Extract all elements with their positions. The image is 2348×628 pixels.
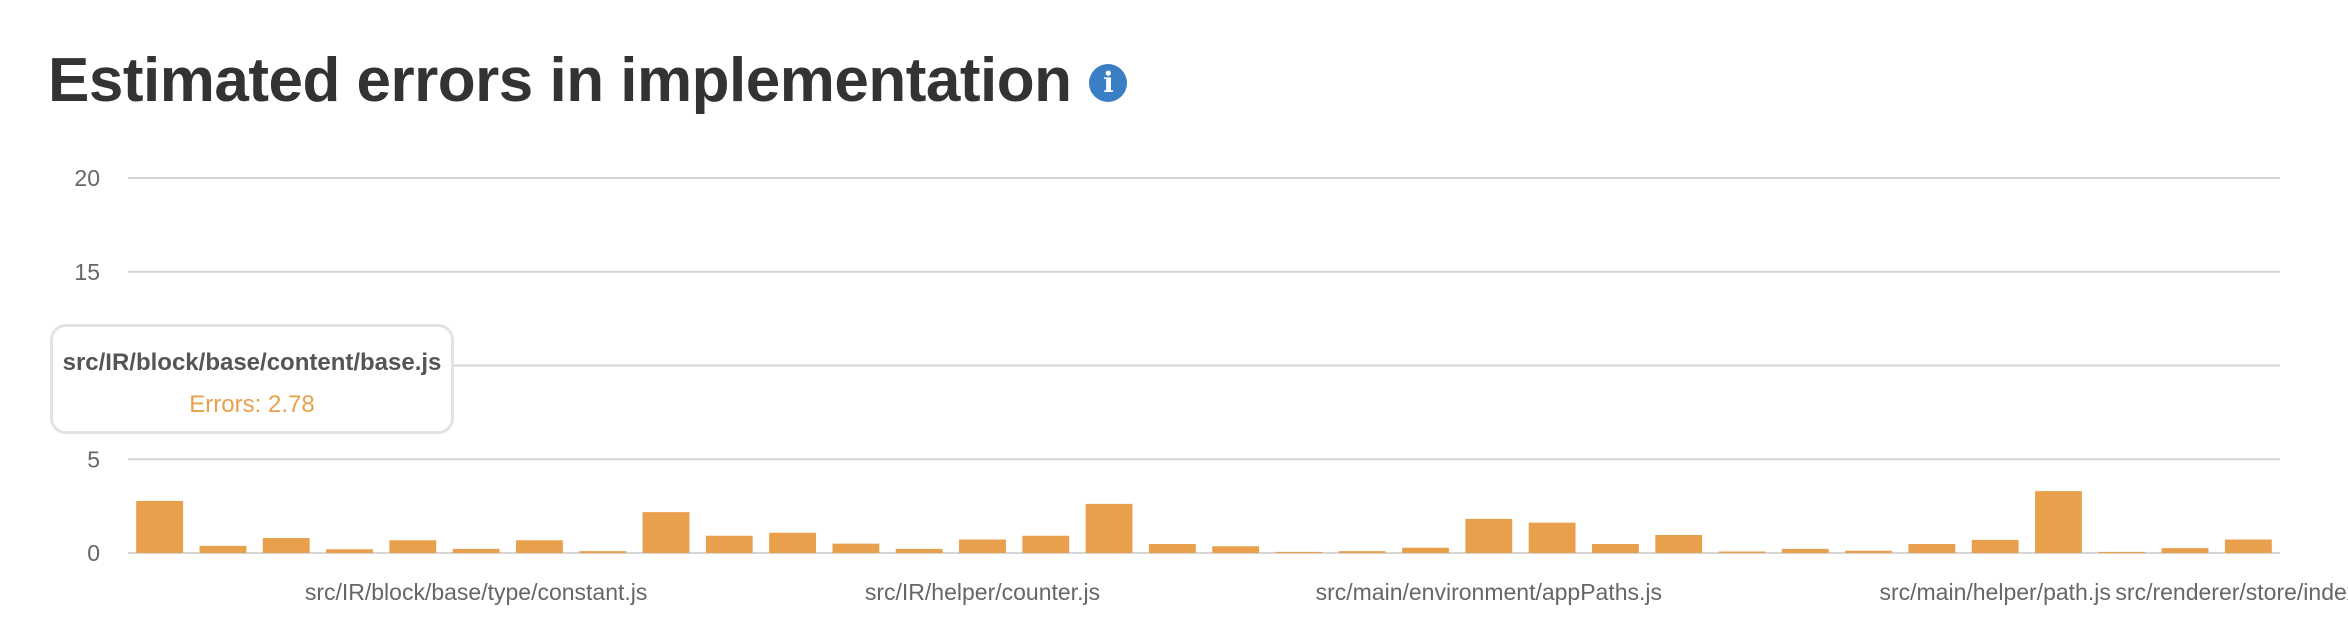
bar[interactable] bbox=[579, 551, 627, 553]
bar[interactable] bbox=[136, 500, 184, 553]
bar[interactable] bbox=[2224, 539, 2272, 554]
x-tick-label: src/IR/helper/counter.js bbox=[865, 579, 1100, 605]
x-tick-label: src/renderer/store/index.js bbox=[2115, 579, 2348, 605]
y-tick-label: 5 bbox=[87, 446, 100, 472]
bar[interactable] bbox=[705, 535, 753, 553]
y-tick-label: 15 bbox=[74, 259, 100, 285]
bar[interactable] bbox=[959, 539, 1006, 554]
bar[interactable] bbox=[1275, 551, 1323, 553]
bar[interactable] bbox=[1022, 535, 1070, 553]
bar[interactable] bbox=[2035, 491, 2082, 553]
bar[interactable] bbox=[769, 532, 817, 553]
bar[interactable] bbox=[1781, 548, 1829, 553]
bar[interactable] bbox=[389, 540, 437, 553]
bar[interactable] bbox=[326, 549, 373, 553]
y-tick-label: 20 bbox=[74, 165, 100, 191]
bar[interactable] bbox=[2161, 548, 2209, 553]
x-tick-label: src/IR/block/base/type/constant.js bbox=[305, 579, 648, 605]
bar[interactable] bbox=[1338, 551, 1386, 553]
bar[interactable] bbox=[1971, 539, 2019, 553]
y-axis-ticks: 0 5 15 20 bbox=[74, 165, 100, 566]
x-axis-ticks: src/IR/block/base/type/constant.js src/IR… bbox=[305, 579, 2348, 605]
bar[interactable] bbox=[1528, 522, 1576, 553]
x-tick-label: src/main/environment/appPaths.js bbox=[1316, 579, 1662, 605]
bar[interactable] bbox=[1908, 544, 1956, 553]
bar[interactable] bbox=[1718, 551, 1766, 554]
y-tick-label: 0 bbox=[87, 540, 100, 566]
chart-tooltip: src/IR/block/base/content/base.js Errors… bbox=[50, 324, 454, 434]
info-icon[interactable]: i bbox=[1089, 64, 1128, 102]
page-title: Estimated errors in implementation bbox=[48, 45, 1072, 115]
bar[interactable] bbox=[1085, 503, 1133, 553]
bar[interactable] bbox=[832, 543, 880, 553]
bar[interactable] bbox=[1212, 546, 1260, 553]
bar[interactable] bbox=[895, 548, 943, 553]
bar[interactable] bbox=[1465, 518, 1513, 553]
bar[interactable] bbox=[1845, 550, 1893, 553]
x-tick-label: src/main/helper/path.js bbox=[1879, 579, 2110, 605]
bar[interactable] bbox=[1402, 547, 1449, 553]
tooltip-title: src/IR/block/base/content/base.js bbox=[62, 349, 442, 376]
bar[interactable] bbox=[1148, 544, 1196, 553]
bar[interactable] bbox=[452, 548, 500, 553]
title-row: Estimated errors in implementation i bbox=[48, 40, 1128, 120]
bar[interactable] bbox=[1655, 535, 1703, 553]
bar[interactable] bbox=[515, 540, 563, 553]
bar[interactable] bbox=[2098, 551, 2146, 553]
bar[interactable] bbox=[642, 512, 690, 553]
bar[interactable] bbox=[199, 545, 247, 553]
tooltip-value: Errors: 2.78 bbox=[189, 391, 315, 418]
bars bbox=[136, 491, 2272, 553]
bar[interactable] bbox=[1591, 544, 1639, 553]
bar[interactable] bbox=[262, 538, 310, 553]
